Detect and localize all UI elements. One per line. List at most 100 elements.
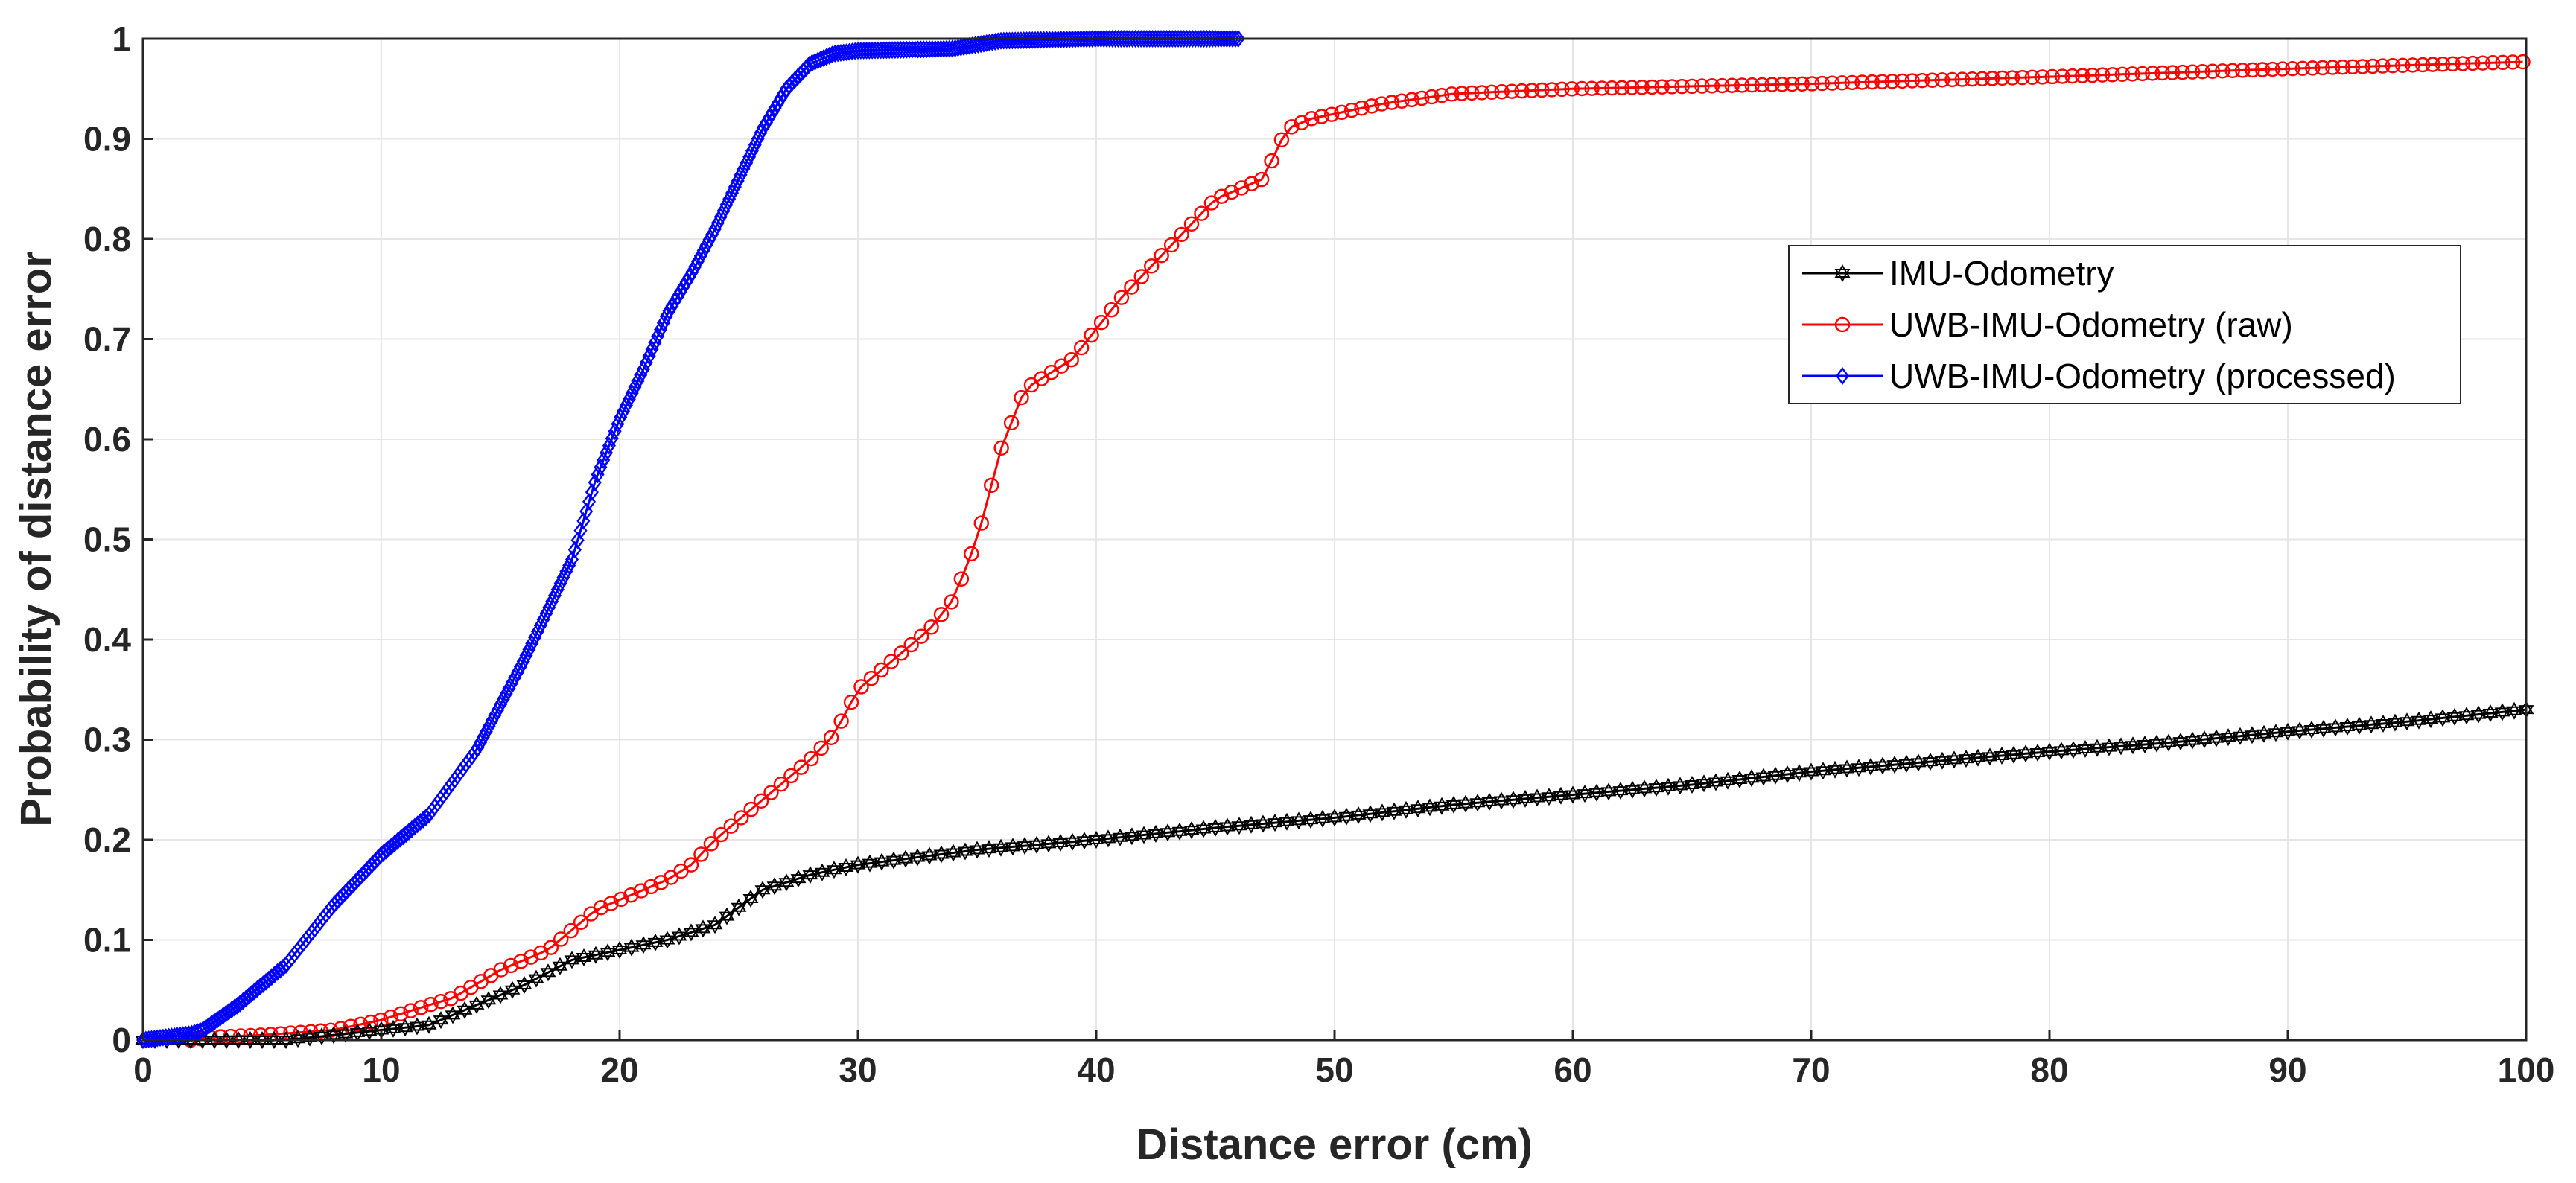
y-axis-ticks: 0 0.1 0.2 0.3 0.4 0.5 0.6 0.7 0.8 0.9 1	[83, 19, 153, 1059]
data-point	[768, 99, 782, 118]
data-point	[1114, 30, 1128, 48]
data-point	[933, 607, 950, 622]
data-point	[1064, 832, 1081, 851]
data-point	[196, 1021, 210, 1039]
data-point	[1534, 82, 1550, 98]
data-point	[370, 849, 384, 868]
data-point	[1350, 806, 1367, 824]
data-point	[488, 706, 502, 724]
data-point	[1108, 30, 1122, 48]
data-point	[1529, 788, 1545, 807]
data-point	[608, 422, 622, 441]
data-point	[2208, 729, 2224, 747]
data-point	[969, 841, 985, 859]
data-point	[1839, 759, 1855, 778]
data-point	[1410, 800, 1426, 818]
x-tick-label: 30	[839, 1050, 877, 1089]
data-point	[933, 845, 950, 864]
data-point	[1124, 279, 1139, 295]
data-point	[503, 957, 519, 974]
data-point	[1224, 184, 1239, 200]
data-point	[2423, 710, 2439, 729]
data-point	[1063, 352, 1079, 368]
data-point	[2385, 58, 2401, 74]
data-point	[874, 852, 890, 871]
data-point	[2134, 66, 2151, 82]
data-point	[619, 396, 633, 415]
series-hexagram	[135, 701, 2534, 1049]
data-point	[647, 933, 664, 951]
data-point	[1194, 30, 1208, 48]
data-point	[799, 59, 813, 77]
data-point	[642, 347, 656, 366]
data-point	[1422, 798, 1438, 817]
data-point	[1207, 818, 1224, 837]
data-point	[1744, 77, 1760, 93]
data-point	[1003, 415, 1020, 431]
data-point	[1696, 774, 1712, 793]
data-point	[1323, 106, 1340, 122]
data-point	[199, 1018, 213, 1037]
data-point	[894, 645, 909, 661]
data-point	[1413, 90, 1430, 106]
data-point	[1553, 786, 1569, 805]
data-point	[1102, 30, 1116, 48]
data-point	[1764, 77, 1780, 92]
data-point	[850, 855, 866, 874]
data-point	[1982, 747, 1998, 766]
x-tick-label: 10	[362, 1050, 400, 1089]
data-point	[1444, 86, 1460, 102]
y-axis-title: Probability of distance error	[12, 251, 60, 827]
data-point	[1984, 71, 2000, 86]
data-point	[665, 297, 679, 316]
data-point	[1220, 30, 1234, 48]
data-point	[964, 546, 979, 562]
data-point	[1457, 794, 1474, 813]
data-point	[2484, 55, 2501, 71]
x-tick-label: 100	[2498, 1050, 2555, 1089]
data-point	[1100, 829, 1116, 848]
data-point	[1674, 78, 1690, 95]
data-point	[728, 178, 742, 197]
data-point	[625, 384, 639, 403]
data-point	[1644, 79, 1660, 95]
data-point	[1398, 800, 1414, 819]
data-point	[1174, 226, 1189, 243]
data-point	[337, 1024, 354, 1043]
data-point	[476, 728, 490, 746]
data-point	[2077, 740, 2093, 758]
data-point	[266, 1031, 282, 1049]
data-point	[993, 838, 1009, 857]
data-point	[471, 739, 485, 757]
data-point	[421, 1015, 437, 1034]
data-point	[1731, 771, 1748, 788]
data-point	[218, 1031, 235, 1049]
x-tick-label: 60	[1553, 1050, 1591, 1089]
data-point	[1481, 792, 1498, 811]
data-point	[474, 733, 488, 752]
data-point	[553, 574, 567, 593]
data-point	[502, 679, 516, 698]
y-tick-label: 0.3	[83, 721, 131, 759]
data-point	[813, 740, 829, 756]
data-point	[1844, 74, 1860, 91]
data-point	[550, 580, 565, 599]
data-point	[545, 592, 559, 610]
data-point	[254, 1031, 270, 1049]
data-point	[2065, 741, 2082, 759]
data-point	[1294, 115, 1310, 130]
legend-entry-uwb-processed: UWB-IMU-Odometry (processed)	[1802, 357, 2396, 395]
data-point	[1922, 753, 1939, 771]
data-point	[1779, 765, 1796, 783]
data-point	[513, 954, 529, 969]
data-point	[413, 1000, 429, 1015]
data-point	[1541, 788, 1557, 806]
data-point	[2494, 703, 2510, 721]
data-point	[1517, 789, 1533, 808]
data-point	[2280, 722, 2296, 741]
data-point	[2094, 67, 2111, 83]
data-point	[1171, 822, 1188, 841]
data-point	[1338, 807, 1355, 826]
data-point	[693, 246, 707, 265]
data-point	[349, 1023, 366, 1042]
